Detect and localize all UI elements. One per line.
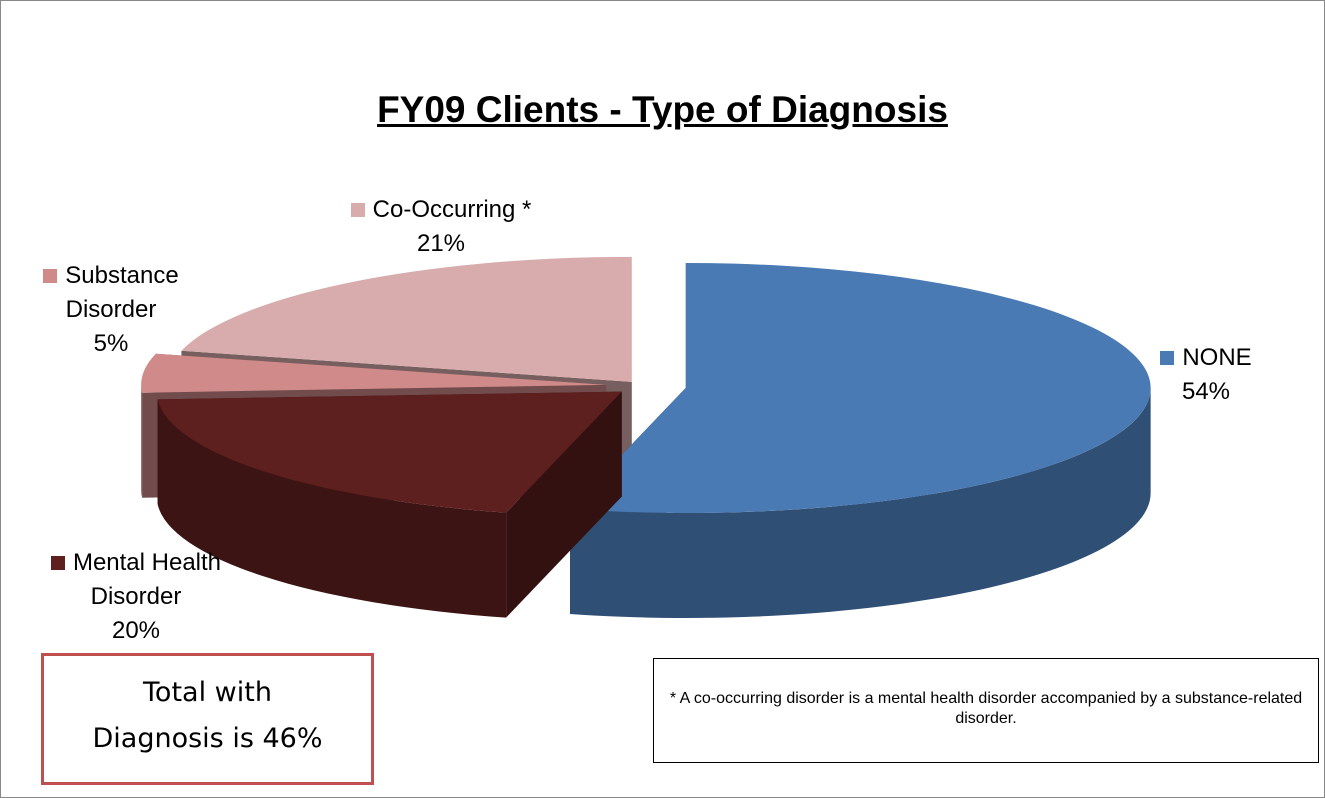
footnote: * A co-occurring disorder is a mental he…: [653, 658, 1319, 763]
pie-slice: [141, 353, 607, 393]
pie-wall: [570, 387, 1151, 618]
pie-wall: [141, 384, 143, 498]
chart-title: FY09 Clients - Type of Diagnosis: [377, 89, 948, 130]
value-label: 20%: [111, 617, 161, 644]
annotation-box: Total with Diagnosis is 46%: [41, 653, 374, 785]
data-label: Substance Disorder 5%: [11, 259, 211, 361]
legend-entry: Substance Disorder: [65, 262, 179, 323]
legend-swatch: [350, 203, 365, 217]
legend-swatch: [43, 269, 58, 283]
value-label: 54%: [1181, 378, 1231, 405]
pie-slice: [157, 391, 622, 513]
data-label: NONE 54%: [1111, 341, 1301, 409]
legend-entry: Co-Occurring *: [372, 196, 532, 223]
data-label: Mental Health Disorder 20%: [21, 546, 251, 648]
value-label: 5%: [93, 330, 129, 357]
pie-wall: [157, 399, 507, 618]
pie-slice: [570, 262, 1151, 513]
data-label: Co-Occurring * 21%: [301, 193, 581, 261]
legend-swatch: [1160, 351, 1175, 365]
pie-slice: [181, 256, 632, 382]
legend-entry: NONE: [1182, 344, 1252, 371]
legend-swatch: [50, 556, 65, 570]
legend-entry: Mental Health Disorder: [72, 549, 222, 610]
value-label: 21%: [416, 230, 466, 257]
